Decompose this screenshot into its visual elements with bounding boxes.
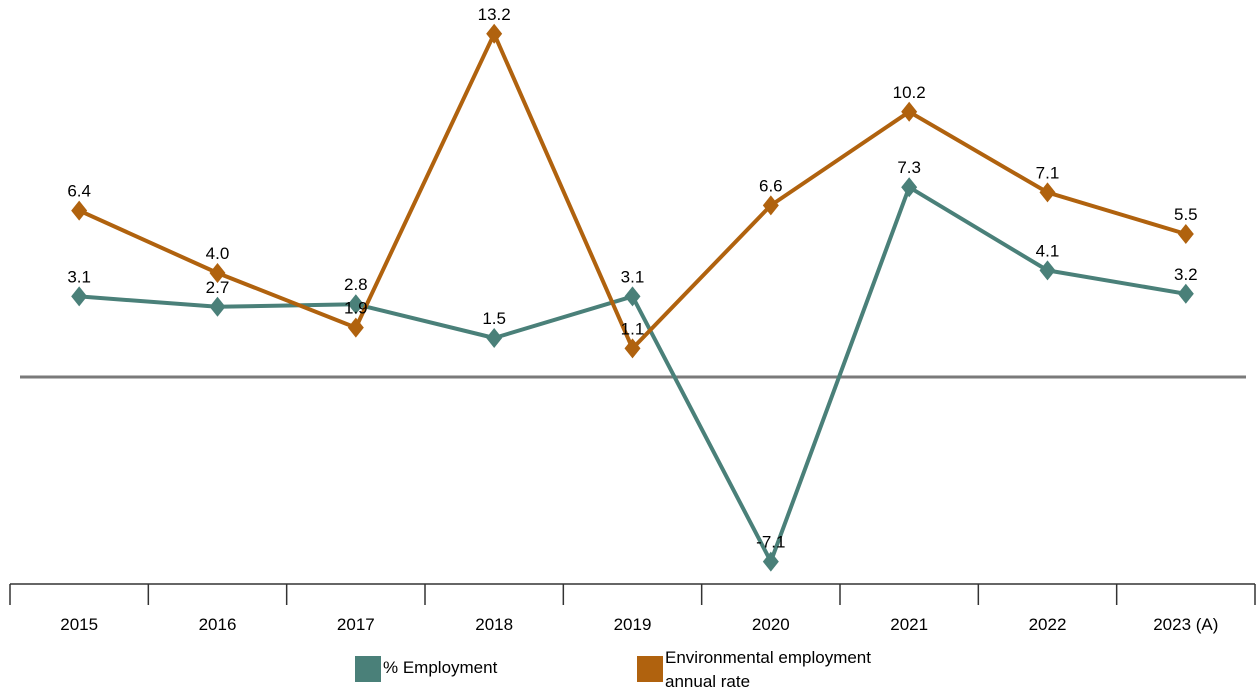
x-tick-label: 2016 xyxy=(199,615,237,634)
x-tick-label: 2015 xyxy=(60,615,98,634)
data-point-marker xyxy=(762,551,779,572)
data-label: 10.2 xyxy=(893,83,926,102)
x-tick-label: 2021 xyxy=(890,615,928,634)
data-point-marker xyxy=(347,317,364,338)
data-point-marker xyxy=(624,338,641,359)
data-point-marker xyxy=(1177,283,1194,304)
data-label: -7.1 xyxy=(756,533,785,552)
data-label: 4.0 xyxy=(206,244,230,263)
data-label: 7.3 xyxy=(897,158,921,177)
legend-label-environmental-line1: Environmental employment xyxy=(665,648,871,667)
data-point-marker xyxy=(1177,224,1194,244)
line-chart: 2015 2016 2017 2018 2019 2020 2021 2022 2023 (A)… xyxy=(9,5,1256,634)
legend-label-environmental-line2: annual rate xyxy=(665,672,751,691)
x-tick-label: 2022 xyxy=(1029,615,1067,634)
data-label: 2.8 xyxy=(344,275,368,294)
chart-legend: % Employment Environmental employment an… xyxy=(0,646,1257,691)
legend-swatch-employment xyxy=(355,656,381,682)
data-point-marker xyxy=(486,23,503,44)
x-tick-label: 2018 xyxy=(475,615,513,634)
data-point-marker xyxy=(762,195,779,216)
x-tick-label: 2020 xyxy=(752,615,790,634)
data-point-marker xyxy=(901,177,918,198)
data-label: 1.1 xyxy=(621,319,645,338)
data-label: 7.1 xyxy=(1036,163,1060,182)
series-line-0 xyxy=(79,185,1187,564)
legend-swatch-environmental xyxy=(637,656,663,682)
data-label: 13.2 xyxy=(478,5,511,24)
data-label: 2.7 xyxy=(206,278,230,297)
x-tick-label: 2017 xyxy=(337,615,375,634)
data-point-marker xyxy=(901,101,918,122)
data-label: 1.9 xyxy=(344,299,368,318)
legend-item-environmental: Environmental employment annual rate xyxy=(637,646,871,694)
data-label: 3.1 xyxy=(621,267,645,286)
legend-item-employment: % Employment xyxy=(355,646,497,682)
data-label: 3.1 xyxy=(67,267,91,286)
data-point-marker xyxy=(71,200,88,221)
x-tick-label: 2023 (A) xyxy=(1153,615,1218,634)
legend-label-employment: % Employment xyxy=(383,658,498,677)
data-label: 4.1 xyxy=(1036,241,1060,260)
data-point-marker xyxy=(209,296,226,317)
data-point-marker xyxy=(71,286,88,307)
data-point-marker xyxy=(347,294,364,315)
data-label: 1.5 xyxy=(482,309,506,328)
data-label: 5.5 xyxy=(1174,205,1198,224)
data-label: 6.6 xyxy=(759,176,783,195)
data-point-marker xyxy=(209,263,226,283)
data-label: 3.2 xyxy=(1174,265,1198,284)
x-tick-label: 2019 xyxy=(614,615,652,634)
data-point-marker xyxy=(1039,182,1056,203)
data-point-marker xyxy=(624,286,641,307)
data-point-marker xyxy=(486,328,503,348)
data-label: 6.4 xyxy=(67,182,91,201)
data-point-marker xyxy=(1039,260,1056,281)
